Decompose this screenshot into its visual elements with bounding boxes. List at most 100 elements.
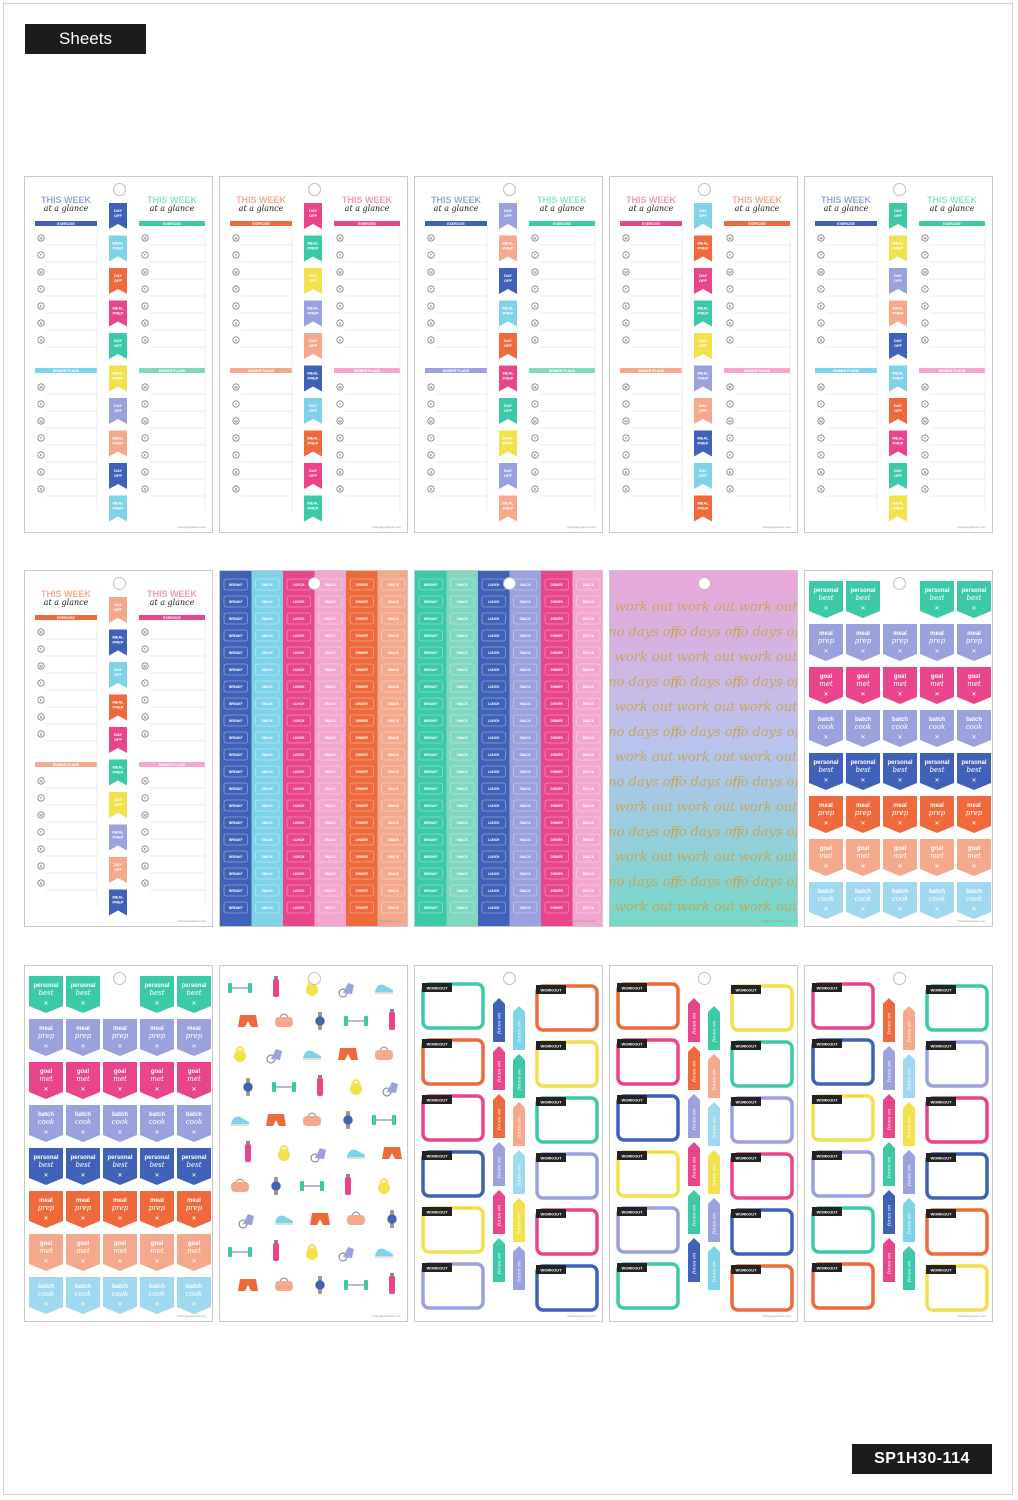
flag-text: MEAL bbox=[892, 241, 904, 246]
workout-box: WORKOUT bbox=[730, 1264, 794, 1312]
dumbbell-icon bbox=[344, 1280, 368, 1290]
badge-shape bbox=[66, 1234, 100, 1271]
flag-text: DAY bbox=[699, 468, 707, 473]
workout-box-frame bbox=[535, 1152, 599, 1200]
meal-label-outline bbox=[349, 884, 374, 897]
meal-label-outline bbox=[544, 850, 569, 863]
flag-text: DAY bbox=[114, 602, 122, 607]
meal-label-text: DINNER bbox=[551, 770, 564, 774]
meal-label-text: SNACK bbox=[520, 821, 532, 825]
weekly-title: THIS WEEK bbox=[732, 195, 783, 205]
hang-hole bbox=[503, 972, 516, 985]
day-letter: M bbox=[235, 236, 238, 240]
badge-mark: ✕ bbox=[971, 606, 976, 612]
workout-box-frame bbox=[421, 1206, 485, 1254]
meal-column: SNACKSNACKSNACKSNACKSNACKSNACKSNACKSNACK… bbox=[509, 571, 542, 926]
dinner-label: DINNER PLANS bbox=[248, 369, 275, 373]
workout-box-frame bbox=[925, 1152, 989, 1200]
meal-label-text: DINNER bbox=[551, 736, 564, 740]
meal-label-text: SNACK bbox=[262, 753, 274, 757]
badge-mark: ✕ bbox=[897, 907, 902, 913]
site-credit: thehappyplanner.com bbox=[567, 1314, 596, 1318]
flag-text: MEAL bbox=[112, 501, 124, 506]
meal-label-text: BREAKF bbox=[229, 821, 242, 825]
flag-sticker bbox=[499, 463, 517, 489]
day-circle bbox=[336, 468, 344, 476]
meal-label-outline bbox=[381, 799, 406, 812]
meal-label-text: SNACK bbox=[520, 651, 532, 655]
bottle-icon bbox=[389, 1273, 395, 1294]
workout-box-label: WORKOUT bbox=[426, 1098, 448, 1103]
badge-word: batch bbox=[855, 889, 871, 895]
badge-word: personal bbox=[850, 760, 875, 766]
meal-label-text: SNACK bbox=[388, 906, 400, 910]
meal-label-text: SNACK bbox=[262, 600, 274, 604]
badge-shape bbox=[29, 1019, 63, 1056]
sheet-artwork bbox=[228, 976, 402, 1294]
day-circle bbox=[141, 794, 149, 802]
meal-label-outline bbox=[513, 663, 538, 676]
badge-shape bbox=[103, 1191, 137, 1228]
focus-tag-text: focus on bbox=[907, 1069, 913, 1091]
exercise-header-bar bbox=[35, 221, 97, 226]
focus-tag-text: focus on bbox=[887, 1013, 893, 1035]
meal-label-text: SNACK bbox=[457, 770, 469, 774]
badge-mark: ✕ bbox=[80, 1001, 85, 1007]
script-word: work out bbox=[615, 600, 674, 615]
day-circle bbox=[336, 451, 344, 459]
badge-mark: ✕ bbox=[80, 1130, 85, 1136]
exercise-label: EXERCISE bbox=[748, 222, 766, 226]
badge-shape bbox=[883, 667, 917, 704]
day-letter: M bbox=[820, 385, 823, 389]
badge-word: met bbox=[76, 1075, 90, 1083]
badge-word: meal bbox=[76, 1198, 90, 1204]
meal-label-text: SNACK bbox=[583, 770, 595, 774]
dumbbell-icon bbox=[344, 1016, 368, 1026]
flag-sticker bbox=[889, 235, 907, 262]
badge-mark: ✕ bbox=[934, 692, 939, 698]
day-circle bbox=[531, 285, 539, 293]
workout-box-tab bbox=[422, 1039, 452, 1048]
flag-sticker bbox=[109, 792, 127, 818]
meal-label-outline bbox=[576, 850, 601, 863]
focus-tag-shape bbox=[513, 1150, 525, 1194]
badge-mark: ✕ bbox=[860, 821, 865, 827]
badge-word: personal bbox=[961, 588, 986, 594]
meal-label-text: SNACK bbox=[388, 889, 400, 893]
focus-tag: focus on bbox=[708, 1006, 720, 1050]
workout-box: WORKOUT bbox=[535, 1096, 599, 1144]
flag-sticker bbox=[109, 629, 127, 656]
day-letter: S bbox=[625, 487, 628, 491]
meal-label-text: SNACK bbox=[520, 685, 532, 689]
day-letter: W bbox=[728, 419, 732, 423]
workout-box-label: WORKOUT bbox=[735, 1044, 757, 1049]
badge-word: prep bbox=[149, 1032, 166, 1040]
meal-label-outline bbox=[286, 850, 311, 863]
day-circle bbox=[726, 468, 734, 476]
meal-label-text: SNACK bbox=[388, 668, 400, 672]
day-circle bbox=[921, 336, 929, 344]
workout-box-frame bbox=[730, 984, 794, 1032]
dinner-label: DINNER PLANS bbox=[549, 369, 576, 373]
meal-label-outline bbox=[544, 867, 569, 880]
meal-label-outline bbox=[544, 731, 569, 744]
badge-mark: ✕ bbox=[80, 1044, 85, 1050]
day-circle bbox=[427, 234, 435, 242]
workout-box-frame bbox=[421, 1094, 485, 1142]
meal-label-outline bbox=[450, 884, 475, 897]
day-circle bbox=[141, 400, 149, 408]
badge-shape bbox=[29, 1277, 63, 1314]
badge-word: goal bbox=[114, 1069, 127, 1075]
sticker-sheet-weekly-1: THIS WEEK at a glance EXERCISE M T W T F S S DINNE… bbox=[24, 176, 213, 533]
day-circle bbox=[427, 451, 435, 459]
day-circle bbox=[921, 285, 929, 293]
badge-mark: ✕ bbox=[897, 735, 902, 741]
flag-sticker bbox=[304, 495, 322, 522]
flag-text: PREP bbox=[698, 311, 709, 316]
